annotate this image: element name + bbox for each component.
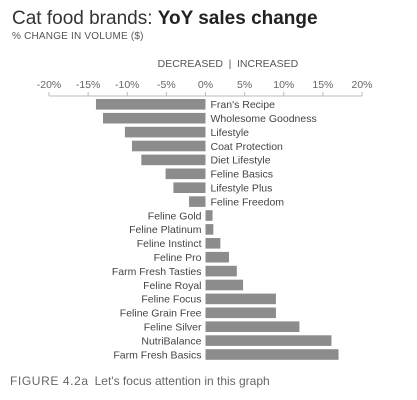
bar — [205, 224, 214, 235]
axis-label-separator: | — [229, 58, 232, 70]
category-label: Fran's Recipe — [211, 99, 276, 111]
category-label: Feline Pro — [154, 252, 202, 264]
category-label: Wholesome Goodness — [211, 113, 317, 125]
caption-figure-number: FIGURE 4.2a — [10, 374, 89, 388]
chart-title: Cat food brands: YoY sales change — [12, 8, 318, 30]
bar — [102, 112, 206, 124]
category-label: Lifestyle Plus — [211, 183, 273, 195]
category-label: Feline Focus — [141, 294, 201, 306]
x-tick-label: 20% — [351, 79, 372, 91]
x-axis: -20% -15% -10% -5% 0% 5% 10% 15% 20% — [37, 79, 373, 97]
bars — [95, 99, 339, 360]
bar — [205, 349, 339, 360]
category-label: Farm Fresh Tasties — [112, 266, 202, 278]
x-tick-label: -15% — [76, 79, 101, 91]
category-label: NutriBalance — [141, 335, 201, 347]
bar — [131, 140, 206, 152]
category-label: Feline Basics — [211, 169, 273, 181]
category-label: Farm Fresh Basics — [113, 349, 201, 361]
bar — [189, 196, 206, 207]
x-tick-label: 5% — [237, 79, 252, 91]
bar — [165, 168, 206, 180]
x-tick-label: -10% — [115, 79, 140, 91]
category-label: Lifestyle — [211, 127, 250, 139]
bar — [205, 210, 213, 221]
x-tick-label: 15% — [312, 79, 333, 91]
bar — [205, 307, 276, 319]
bar — [124, 126, 206, 138]
title-plain: Cat food brands: — [12, 8, 158, 29]
category-label: Diet Lifestyle — [211, 155, 271, 167]
category-label: Feline Gold — [148, 210, 202, 222]
category-label: Coat Protection — [211, 141, 284, 153]
bar — [205, 238, 221, 249]
category-labels: Fran's Recipe Wholesome Goodness Lifestyle… — [112, 99, 317, 361]
bar — [173, 182, 206, 193]
bar — [141, 154, 206, 166]
category-label: Feline Instinct — [137, 238, 202, 250]
chart-subtitle: % CHANGE IN VOLUME ($) — [12, 31, 144, 42]
category-label: Feline Silver — [144, 322, 202, 334]
bar-chart: DECREASED | INCREASED -20% -15% -10% -5% 0% 5… — [37, 58, 373, 361]
bar — [205, 335, 332, 346]
x-tick-label: -5% — [157, 79, 176, 91]
x-tick-label: 0% — [198, 79, 213, 91]
figure-caption: FIGURE 4.2a Let's focus attention in this… — [10, 374, 270, 388]
bar — [205, 265, 237, 277]
x-tick-label: -20% — [37, 79, 62, 91]
axis-label-increased: INCREASED — [237, 58, 299, 70]
category-label: Feline Platinum — [129, 224, 202, 236]
bar — [205, 279, 244, 291]
axis-label-decreased: DECREASED — [158, 58, 224, 70]
category-label: Feline Grain Free — [120, 308, 202, 320]
caption-text: Let's focus attention in this graph — [94, 374, 270, 388]
x-tick-label: 10% — [273, 79, 294, 91]
bar — [205, 293, 276, 305]
bar — [95, 99, 206, 110]
category-label: Feline Freedom — [211, 196, 285, 208]
category-label: Feline Royal — [143, 280, 201, 292]
bar — [205, 321, 300, 332]
bar — [205, 251, 229, 263]
title-bold: YoY sales change — [157, 8, 318, 29]
